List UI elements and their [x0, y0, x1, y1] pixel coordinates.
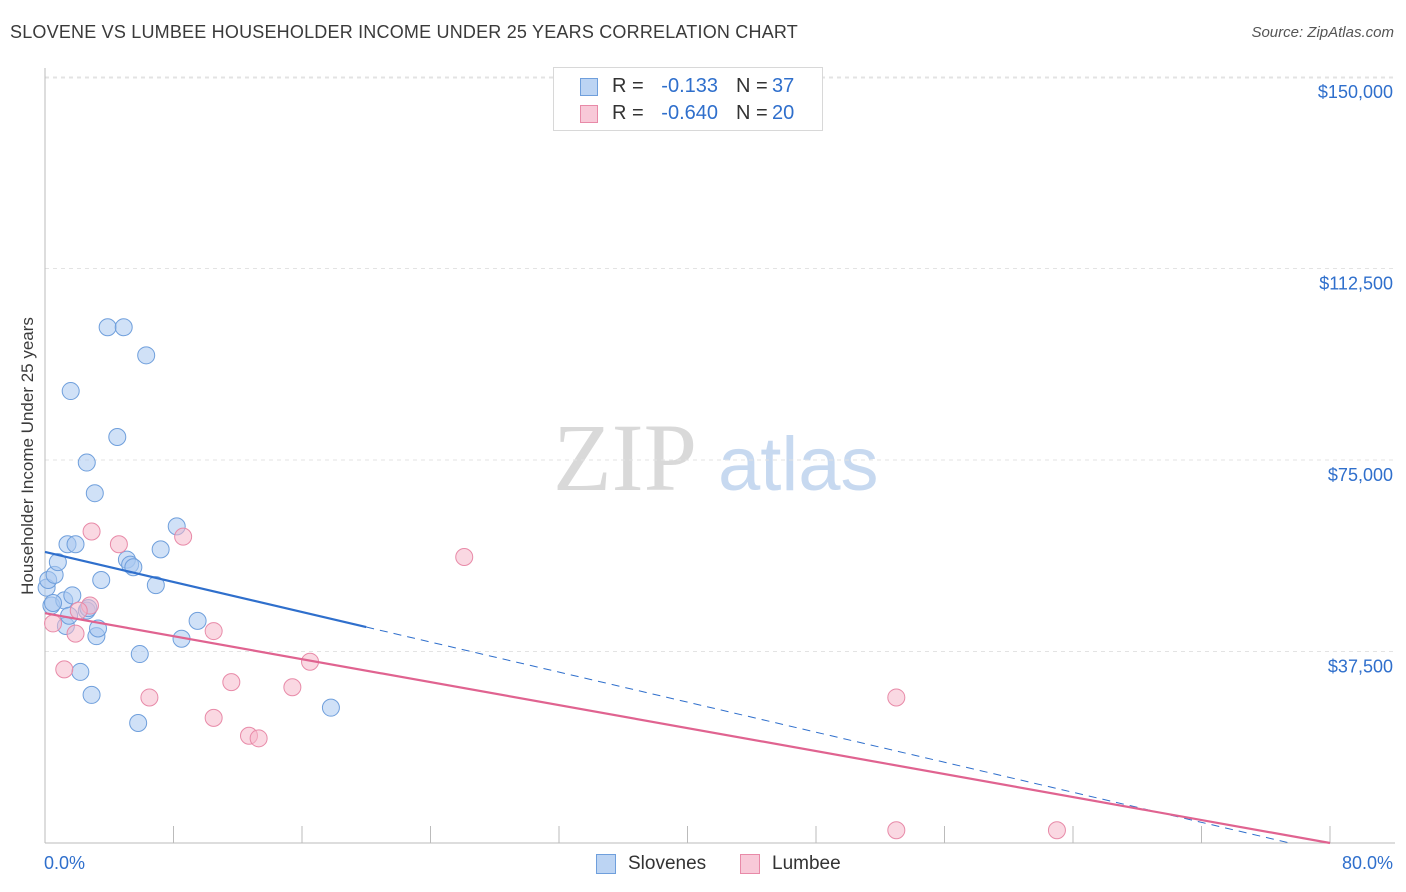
slovenes-point	[61, 382, 80, 401]
lumbee-trend-line	[44, 612, 1331, 845]
chart-title: SLOVENE VS LUMBEE HOUSEHOLDER INCOME UND…	[10, 22, 798, 42]
n-label: N =	[736, 102, 768, 124]
slovenes-point	[63, 586, 82, 605]
lumbee-point	[44, 614, 63, 633]
lumbee-legend-swatch	[740, 854, 760, 874]
slovenes-point	[151, 540, 170, 559]
lumbee-swatch	[580, 105, 598, 123]
lumbee-point	[109, 535, 128, 554]
slovenes-point	[321, 698, 340, 717]
slovenes-point	[48, 553, 67, 572]
slovenes-point	[85, 484, 104, 503]
slovenes-point	[188, 611, 207, 630]
y-axis-label: Householder Income Under 25 years	[18, 317, 37, 595]
y-tick-label: $37,500	[1328, 657, 1393, 677]
slovenes-point	[44, 593, 63, 612]
slovenes-point	[108, 428, 127, 447]
lumbee-point	[204, 622, 223, 641]
slovenes-point	[129, 713, 148, 732]
lumbee-point	[283, 678, 302, 697]
slovenes-trend-extension	[366, 626, 1290, 844]
y-tick-label: $112,500	[1319, 274, 1393, 294]
slovenes-point	[82, 685, 101, 704]
r-label: R =	[612, 75, 644, 97]
slovenes-legend-swatch	[596, 854, 616, 874]
slovenes-point	[92, 571, 111, 590]
y-tick-label: $75,000	[1328, 465, 1393, 485]
slovenes-point	[137, 346, 156, 365]
source-label: Source: ZipAtlas.com	[1251, 24, 1394, 41]
lumbee-point	[204, 708, 223, 727]
lumbee-point	[140, 688, 159, 707]
n-label: N =	[736, 75, 768, 97]
legend-row-slovenes: R = -0.133 N = 37	[554, 73, 822, 101]
correlation-legend: R = -0.133 N = 37 R = -0.640 N = 20	[553, 67, 823, 131]
r-label: R =	[612, 102, 644, 124]
n-value: 37	[772, 75, 795, 97]
lumbee-point	[249, 729, 268, 748]
lumbee-point	[174, 527, 193, 546]
lumbee-point	[455, 548, 474, 567]
lumbee-point	[887, 821, 906, 840]
lumbee-point	[887, 688, 906, 707]
slovenes-point	[114, 318, 133, 337]
lumbee-legend-label: Lumbee	[772, 853, 841, 874]
lumbee-point	[55, 660, 74, 679]
slovenes-point	[146, 576, 165, 595]
slovenes-swatch	[580, 78, 598, 96]
r-value: -0.133	[661, 75, 718, 97]
slovenes-trend-line	[44, 550, 367, 629]
r-value: -0.640	[661, 102, 718, 124]
slovenes-point	[66, 535, 85, 554]
legend-row-lumbee: R = -0.640 N = 20	[554, 100, 822, 128]
lumbee-point	[1047, 821, 1066, 840]
lumbee-point	[69, 601, 88, 620]
x-tick-label-min: 0.0%	[44, 853, 85, 873]
slovenes-point	[130, 645, 149, 664]
slovenes-point	[77, 453, 96, 472]
lumbee-point	[222, 673, 241, 692]
lumbee-point	[66, 624, 85, 643]
lumbee-point	[82, 522, 101, 541]
watermark-atlas: atlas	[718, 422, 879, 507]
slovenes-point	[98, 318, 117, 337]
x-tick-label-max: 80.0%	[1342, 853, 1393, 873]
y-tick-label: $150,000	[1318, 82, 1393, 102]
slovenes-point	[71, 662, 90, 681]
watermark-zip: ZIP	[553, 404, 697, 511]
slovenes-legend-label: Slovenes	[628, 853, 707, 874]
n-value: 20	[772, 102, 795, 124]
